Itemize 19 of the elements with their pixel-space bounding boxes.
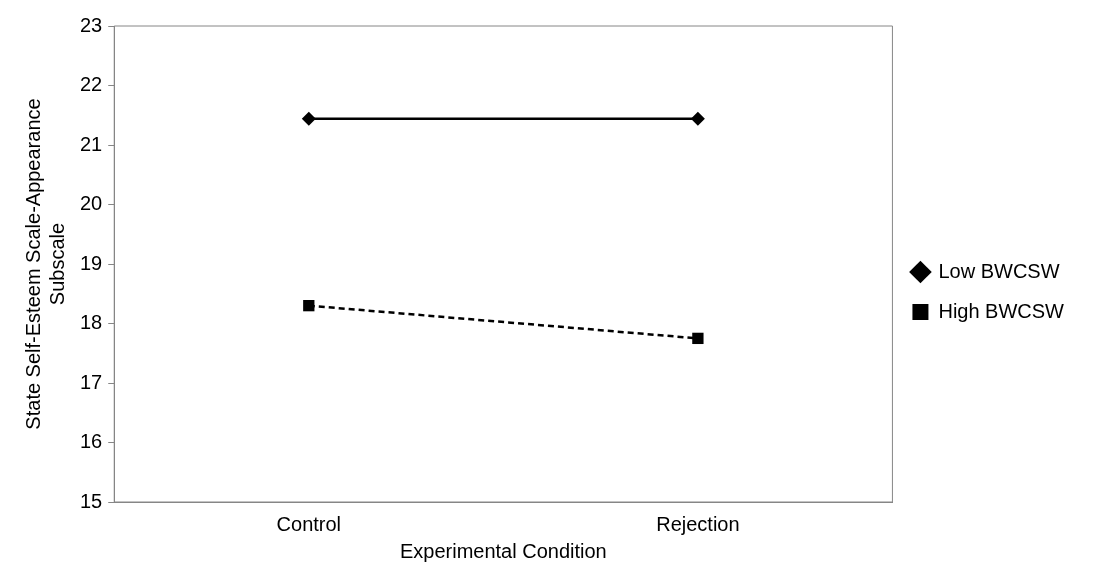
point (690, 111, 705, 126)
y-tick-label: 23 (80, 13, 103, 36)
y-tick-label: 20 (80, 192, 103, 215)
x-tick-label: Rejection (656, 512, 740, 535)
point (301, 111, 316, 126)
point (303, 299, 315, 312)
x-axis-title: Experimental Condition (399, 539, 607, 562)
y-tick-label: 22 (80, 73, 103, 96)
legend-label: High BWCSW (938, 299, 1065, 322)
x-tick-label: Control (276, 512, 342, 535)
y-tick-label: 17 (80, 370, 103, 393)
y-tick-label: 18 (80, 311, 103, 334)
y-tick-label: 15 (80, 489, 103, 512)
y-tick-label: 19 (80, 251, 103, 274)
legend-label: Low BWCSW (938, 259, 1060, 282)
point (692, 332, 704, 345)
y-tick-label: 16 (80, 430, 103, 453)
y-axis-title: State Self-Esteem Scale-Appearance Subscale (21, 98, 68, 430)
y-tick-label: 21 (80, 132, 103, 155)
